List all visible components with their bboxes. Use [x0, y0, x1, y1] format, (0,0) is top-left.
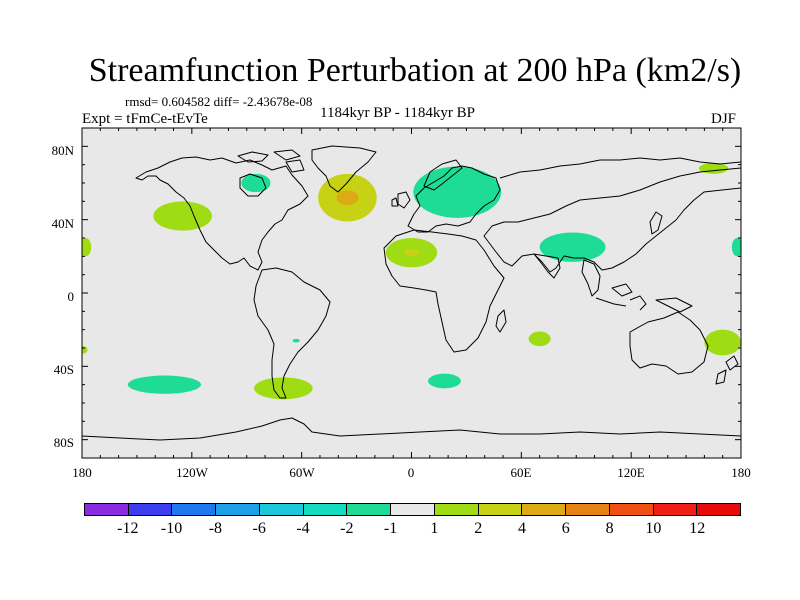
colorbar-label: 1	[430, 520, 439, 537]
lat-label-80n: 80N	[51, 143, 74, 158]
lon-label-120e: 120E	[617, 465, 645, 480]
period-label: 1184kyr BP - 1184kyr BP	[320, 105, 476, 121]
anomaly-dateline-edge-east	[731, 238, 741, 257]
coast-antarctica	[82, 417, 741, 441]
lon-label-180w: 180	[72, 465, 92, 480]
colorbar-label: -2	[340, 520, 354, 537]
anomaly-central-pacific-edge	[82, 238, 92, 257]
coast-asia	[483, 167, 741, 273]
colorbar	[84, 503, 741, 516]
colorbar-swatch	[522, 504, 567, 515]
coast-africa	[383, 229, 505, 353]
anomaly-hudson-bay	[241, 173, 271, 193]
colorbar-label: -10	[160, 520, 183, 537]
season-label: DJF	[711, 111, 737, 127]
coast-scandinavia	[423, 159, 463, 191]
colorbar-label: -12	[117, 520, 139, 537]
anomaly-eastern-south-pacific	[292, 338, 300, 343]
axis-ticks	[81, 127, 742, 459]
coast-new-zealand	[715, 355, 739, 385]
colorbar-label: 12	[689, 520, 706, 537]
lon-label-60e: 60E	[510, 465, 532, 480]
coast-british-isles	[391, 191, 411, 209]
anomaly-core-north-atlantic	[336, 190, 359, 206]
colorbar-label: -4	[296, 520, 310, 537]
anomaly-europe	[413, 166, 502, 218]
coast-europe	[407, 165, 501, 233]
anomaly-layer	[82, 162, 741, 400]
colorbar-swatch	[128, 504, 173, 515]
lat-label-80s: 80S	[53, 435, 74, 450]
coast-arctic-islands	[237, 149, 305, 173]
coast-madagascar	[495, 309, 507, 333]
lat-label-40n: 40N	[51, 216, 74, 231]
coast-hudson-bay	[239, 173, 267, 197]
colorbar-swatch	[434, 504, 479, 515]
colorbar-label: -6	[252, 520, 266, 537]
coast-india	[533, 253, 561, 279]
anomaly-south-asia	[539, 232, 606, 262]
colorbar-swatch	[172, 504, 217, 515]
colorbar-label: 8	[605, 520, 614, 537]
lon-label-120w: 120W	[176, 465, 208, 480]
colorbar-swatch	[566, 504, 610, 515]
coast-australia	[629, 311, 709, 375]
colorbar-label: 10	[645, 520, 662, 537]
colorbar-label: 4	[518, 520, 526, 537]
colorbar-swatch	[347, 504, 392, 515]
colorbar-swatch	[259, 504, 304, 515]
lon-label-180e: 180	[731, 465, 751, 480]
colorbar-swatch	[303, 504, 348, 515]
colorbar-labels: -12 -10 -8 -6 -4 -2 -1 1 2 4 6 8 10 12	[84, 520, 741, 540]
colorbar-swatch	[697, 504, 741, 515]
coast-north-america	[135, 156, 309, 271]
anomaly-south-atlantic	[427, 373, 461, 389]
anomaly-indian-ocean	[528, 331, 551, 347]
coast-siberia	[499, 157, 741, 179]
colorbar-label: -8	[208, 520, 223, 537]
colorbar-label: 2	[474, 520, 483, 537]
colorbar-swatch	[609, 504, 654, 515]
anomaly-sw-pacific-edge	[82, 346, 88, 354]
figure-title: Streamfunction Perturbation at 200 hPa (…	[88, 52, 742, 89]
coast-greenland	[311, 145, 377, 193]
coastlines	[82, 145, 741, 441]
lat-label-40s: 40S	[53, 362, 74, 377]
coast-south-america	[253, 267, 331, 399]
anomaly-core-north-africa	[404, 249, 419, 257]
lat-label-equator: 0	[67, 289, 75, 304]
map-background	[82, 128, 741, 458]
anomaly-far-nw-pacific	[698, 162, 729, 174]
lon-label-60w: 60W	[289, 465, 315, 480]
lon-label-0: 0	[407, 465, 415, 480]
colorbar-swatch	[478, 504, 523, 515]
experiment-label: Expt = tFmCe-tEvTe	[82, 111, 208, 127]
colorbar-label: -1	[383, 520, 398, 537]
colorbar-swatch	[85, 504, 129, 515]
anomaly-ne-pacific	[153, 201, 212, 231]
colorbar-swatch	[391, 504, 435, 515]
anomaly-south-pacific	[127, 375, 201, 394]
colorbar-label: 6	[561, 520, 570, 537]
anomaly-tasman-sea	[704, 329, 741, 356]
anomaly-southern-south-america	[254, 377, 313, 400]
colorbar-swatch	[653, 504, 698, 515]
colorbar-swatch	[216, 504, 260, 515]
coast-southeast-asia	[581, 259, 601, 297]
stats-line: rmsd= 0.604582 diff= -2.43678e-08	[125, 94, 313, 109]
coast-indonesia	[595, 283, 693, 313]
coast-japan	[649, 211, 663, 235]
